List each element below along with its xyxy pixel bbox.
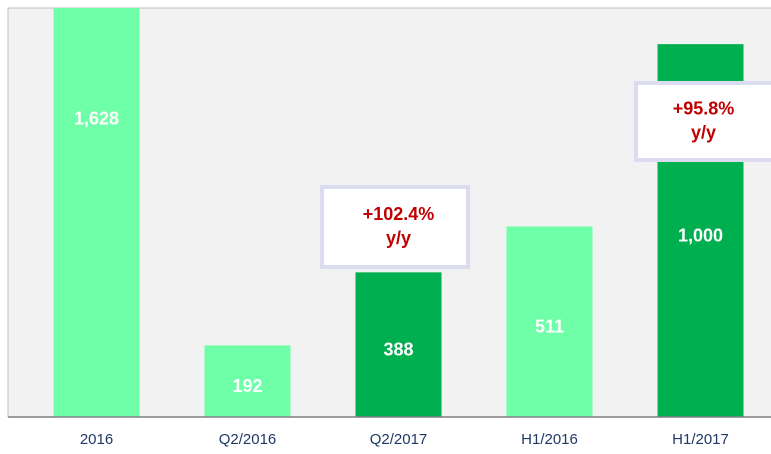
annotation: y/y [386,228,411,248]
annotation: y/y [691,122,716,142]
annotation: +102.4% [363,204,435,224]
bar [53,8,140,417]
x-tick-label: 2016 [80,431,113,448]
data-label: 192 [232,376,262,396]
x-tick-label: Q2/2017 [370,431,428,448]
bar [506,226,593,417]
annotation-box [634,81,771,162]
x-tick-label: H1/2017 [672,431,729,448]
bar [204,345,291,417]
data-label: 511 [535,316,564,336]
bar [355,272,442,417]
annotation: +95.8% [673,98,735,118]
data-label: 388 [383,339,413,359]
data-label: 1,000 [678,225,723,245]
data-label: 1,628 [74,108,119,128]
annotation-box [320,185,470,269]
x-tick-label: H1/2016 [521,431,578,448]
x-tick-label: Q2/2016 [219,431,277,448]
